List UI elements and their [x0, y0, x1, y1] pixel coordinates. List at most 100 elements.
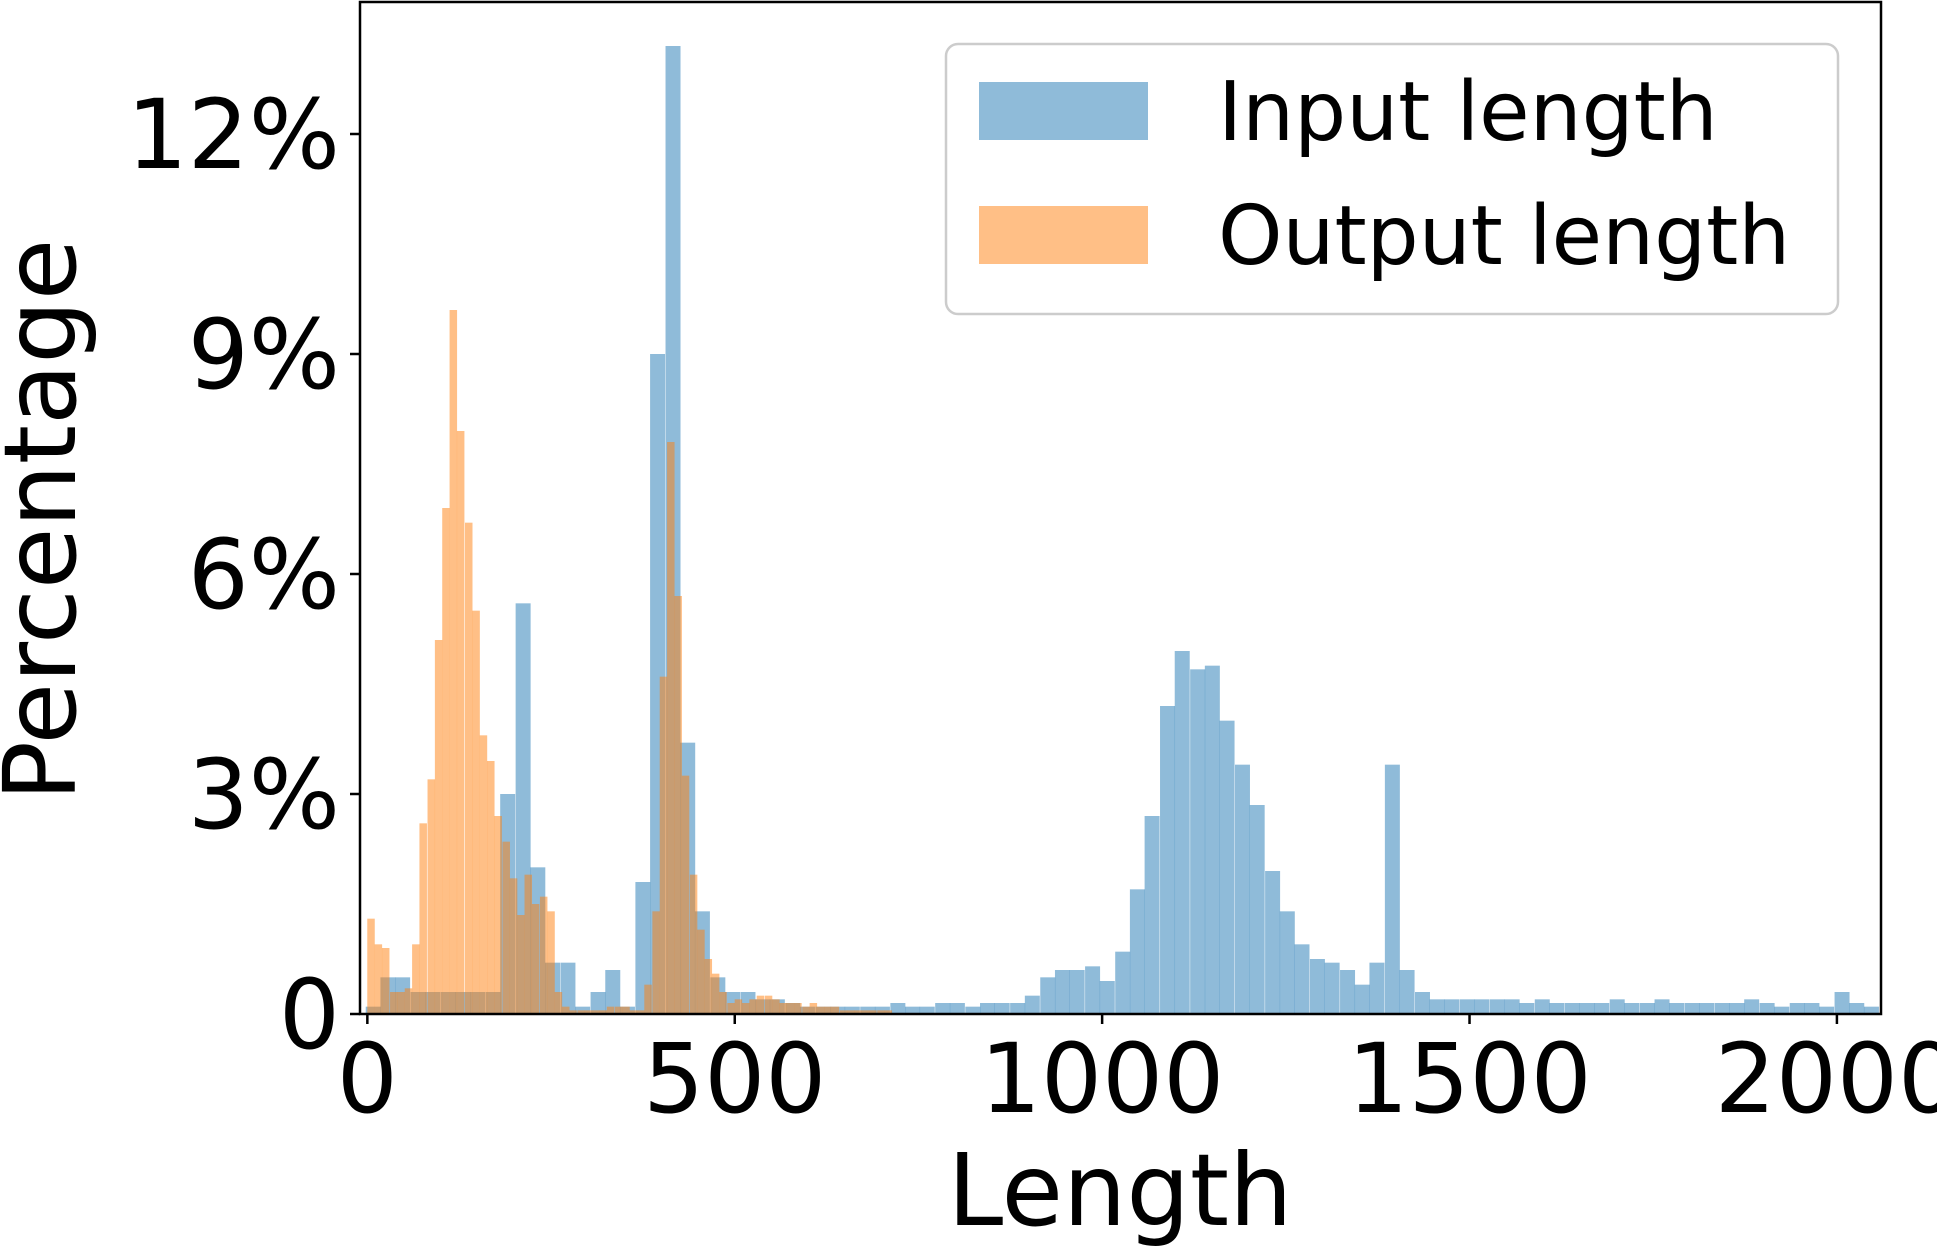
- bar: [1205, 666, 1220, 1014]
- x-axis-title: Length: [948, 1132, 1293, 1246]
- bar: [1490, 999, 1505, 1014]
- bar: [1325, 963, 1340, 1014]
- bar: [382, 948, 389, 1014]
- bar: [1190, 669, 1205, 1014]
- x-tick-label: 1500: [1347, 1023, 1591, 1135]
- bar: [1715, 1003, 1730, 1014]
- bar: [1115, 952, 1130, 1014]
- bar: [950, 1003, 965, 1014]
- x-tick-label: 500: [643, 1023, 826, 1135]
- legend: Input length Output length: [946, 44, 1838, 314]
- bar: [1699, 1003, 1714, 1014]
- bar: [1849, 1003, 1864, 1014]
- bar: [1235, 765, 1250, 1014]
- bar: [690, 875, 697, 1014]
- bar: [727, 1003, 734, 1014]
- bar: [457, 431, 464, 1014]
- bar: [1549, 1003, 1564, 1014]
- bar: [749, 999, 756, 1014]
- bar: [765, 996, 772, 1014]
- bar: [735, 999, 742, 1014]
- bar: [810, 1003, 817, 1014]
- bar: [517, 915, 524, 1014]
- bar: [375, 944, 382, 1014]
- bar: [1790, 1003, 1805, 1014]
- bar: [644, 985, 651, 1014]
- bar: [525, 875, 532, 1014]
- bar: [1400, 970, 1415, 1014]
- bar: [935, 1003, 950, 1014]
- bar: [1294, 944, 1309, 1014]
- bar: [1415, 992, 1430, 1014]
- bar: [442, 508, 449, 1014]
- bar: [980, 1003, 995, 1014]
- bar: [1460, 999, 1475, 1014]
- bar: [1160, 706, 1175, 1014]
- bar: [719, 992, 726, 1014]
- bar: [1430, 999, 1445, 1014]
- bar: [1835, 992, 1850, 1014]
- bar: [480, 735, 487, 1014]
- bar: [510, 878, 517, 1014]
- bar: [1804, 1003, 1819, 1014]
- bar: [1369, 963, 1384, 1014]
- bar: [682, 776, 689, 1014]
- bar: [705, 959, 712, 1014]
- bar: [532, 904, 539, 1014]
- x-tick-label: 0: [337, 1023, 398, 1135]
- bar: [1130, 889, 1145, 1014]
- bar: [1624, 1003, 1639, 1014]
- bar: [1519, 1003, 1534, 1014]
- bar: [555, 992, 562, 1014]
- bar: [1340, 970, 1355, 1014]
- bar: [697, 930, 704, 1014]
- bar: [742, 1003, 749, 1014]
- bar: [1669, 1003, 1684, 1014]
- bar: [1145, 816, 1160, 1014]
- legend-label-output-length: Output length: [1218, 189, 1790, 284]
- x-tick-label: 2000: [1715, 1023, 1937, 1135]
- bar: [1565, 1003, 1580, 1014]
- y-tick-label: 3%: [188, 739, 340, 851]
- legend-swatch-output-length: [979, 206, 1148, 264]
- x-tick-label: 1000: [980, 1023, 1224, 1135]
- y-tick-label: 12%: [127, 79, 340, 191]
- bar: [1070, 970, 1085, 1014]
- bar: [995, 1003, 1010, 1014]
- bar: [787, 1003, 794, 1014]
- bar: [1685, 1003, 1700, 1014]
- bar: [1220, 721, 1235, 1014]
- bar: [540, 897, 547, 1014]
- bar: [1444, 999, 1459, 1014]
- bar: [1535, 999, 1550, 1014]
- bar: [660, 677, 667, 1014]
- bar: [772, 999, 779, 1014]
- bar: [1085, 966, 1100, 1014]
- bar: [667, 442, 674, 1014]
- bar: [1505, 999, 1520, 1014]
- bar: [674, 596, 681, 1014]
- bar: [1655, 999, 1670, 1014]
- bar: [1744, 999, 1759, 1014]
- legend-label-input-length: Input length: [1218, 65, 1718, 160]
- bar: [652, 911, 659, 1014]
- bar: [757, 996, 764, 1014]
- bar: [367, 919, 374, 1014]
- bar: [1310, 959, 1325, 1014]
- bar: [1760, 1003, 1775, 1014]
- bar: [390, 992, 397, 1014]
- bar: [1040, 977, 1055, 1014]
- bar: [465, 523, 472, 1014]
- bar: [1475, 999, 1490, 1014]
- bar: [1610, 999, 1625, 1014]
- bar: [472, 611, 479, 1014]
- bar: [405, 988, 412, 1014]
- y-axis-title: Percentage: [0, 239, 99, 802]
- bar: [779, 1003, 786, 1014]
- y-tick-label: 9%: [188, 299, 340, 411]
- bar: [1010, 1003, 1025, 1014]
- bar: [1265, 871, 1280, 1014]
- bar: [547, 911, 554, 1014]
- bar: [1640, 1003, 1655, 1014]
- bar: [502, 842, 509, 1014]
